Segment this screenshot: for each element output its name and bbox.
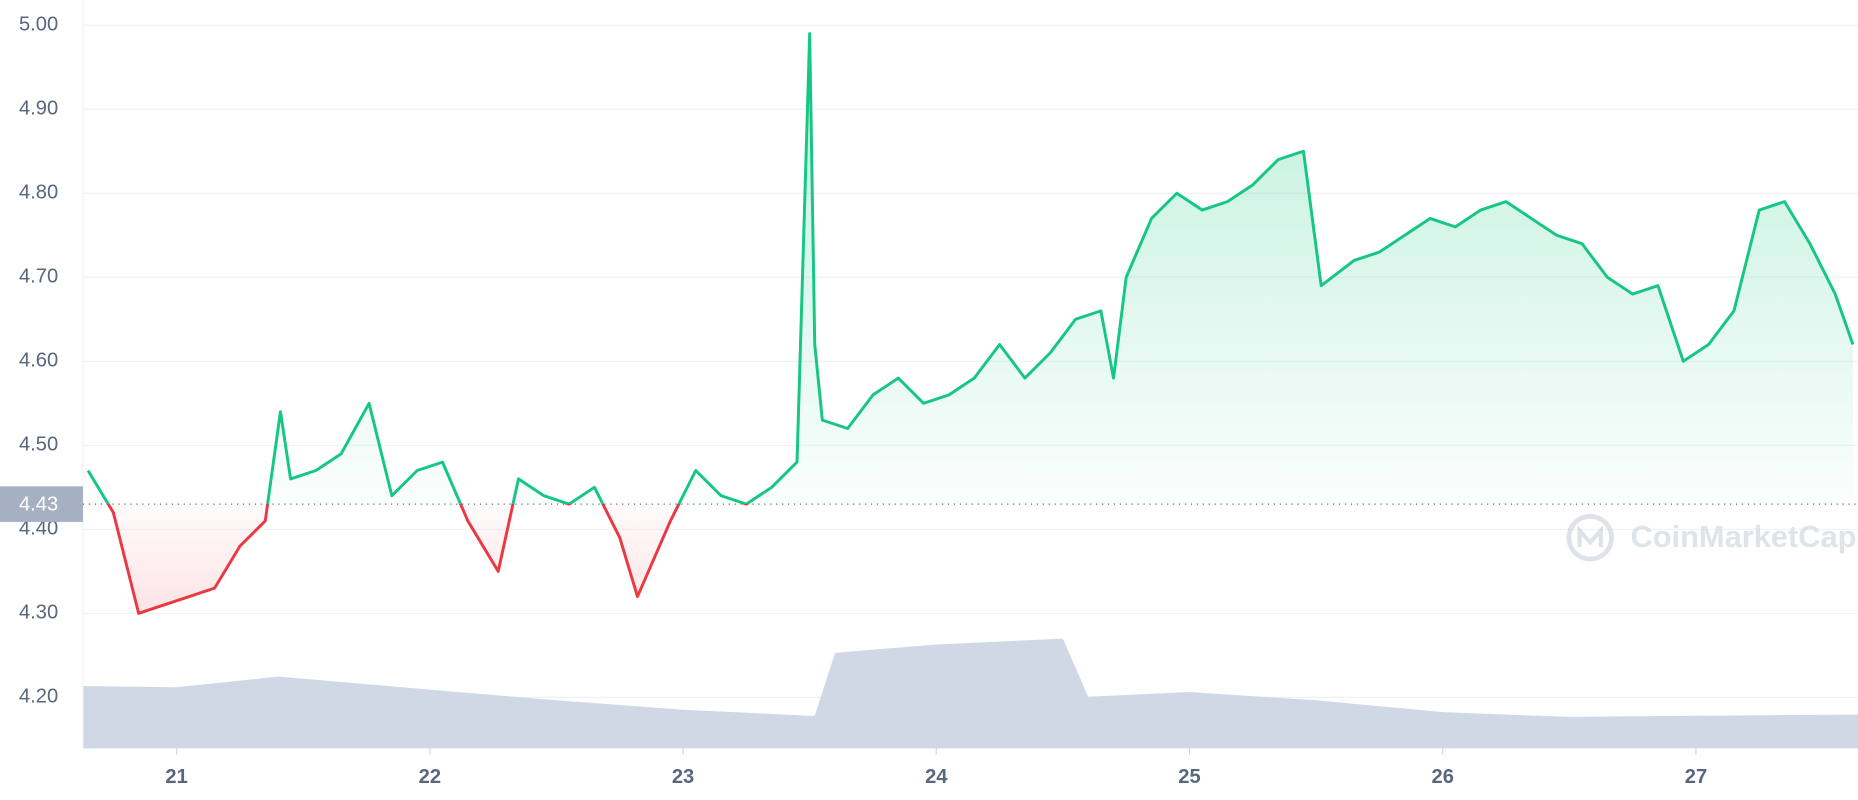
baseline-label: 4.43: [19, 494, 58, 516]
price-area: [88, 33, 1853, 614]
x-tick-label: 27: [1685, 766, 1707, 788]
y-tick-label: 4.80: [19, 182, 58, 204]
x-tick-label: 22: [419, 766, 441, 788]
watermark-logo: [1566, 513, 1614, 562]
x-tick-label: 26: [1432, 766, 1454, 788]
x-tick-label: 24: [925, 766, 948, 788]
y-tick-label: 4.60: [19, 350, 58, 372]
volume-area: [82, 638, 1858, 748]
y-tick-label: 4.70: [19, 266, 58, 288]
y-tick-label: 4.50: [19, 434, 58, 456]
x-tick-label: 21: [165, 766, 187, 788]
watermark: CoinMarketCap: [1630, 519, 1856, 554]
y-tick-label: 4.30: [19, 602, 58, 624]
baseline-label-box: [0, 486, 83, 522]
price-line: [86, 32, 1855, 615]
y-tick-label: 4.40: [19, 518, 58, 540]
x-tick-label: 25: [1178, 766, 1200, 788]
y-tick-label: 5.00: [19, 14, 58, 36]
y-tick-label: 4.20: [19, 686, 58, 708]
x-tick-label: 23: [672, 766, 694, 788]
y-tick-label: 4.90: [19, 98, 58, 120]
